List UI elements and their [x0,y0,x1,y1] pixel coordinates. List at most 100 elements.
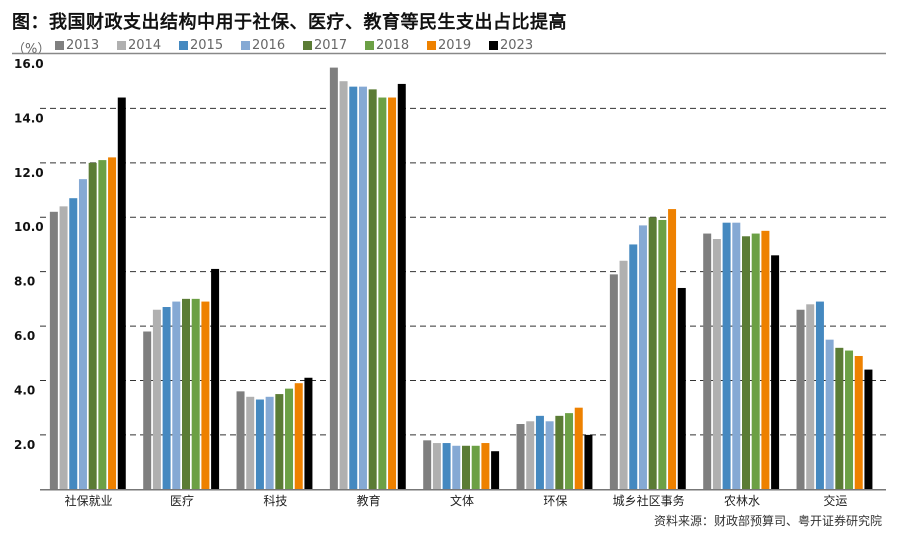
x-tick-label: 农林水 [724,494,760,508]
bar-2013 [423,440,432,490]
x-tick-label: 城乡社区事务 [613,493,685,508]
legend-label: 2014 [128,38,162,53]
bar-2016 [825,339,834,490]
bar-2015 [69,198,78,490]
bar-2019 [854,355,863,490]
bar-2013 [796,309,805,490]
bar-2014 [526,421,535,490]
bar-2015 [535,415,544,490]
legend-item: 2013 [55,38,117,53]
y-tick-label: 4.0 [14,383,35,397]
chart-title: 图：我国财政支出结构中用于社保、医疗、教育等民生支出占比提高 [12,12,567,33]
bar-2013 [609,274,618,490]
legend-swatch [179,41,188,50]
bar-2013 [703,233,712,490]
bar-2016 [452,445,461,490]
legend-item: 2015 [179,38,241,53]
bar-2018 [845,350,854,490]
bar-2013 [143,331,152,490]
bar-2017 [648,217,657,490]
bar-2015 [255,399,264,490]
bar-2019 [201,301,210,490]
bar-2014 [712,239,721,490]
legend-label: 2016 [252,38,286,53]
x-tick-label: 医疗 [170,494,194,508]
x-tick-label: 交运 [823,493,847,508]
x-tick-label: 教育 [357,493,381,508]
bar-2019 [108,157,117,490]
bar-2014 [246,396,255,490]
bar-2018 [751,233,760,490]
y-tick-label: 2.0 [14,438,35,452]
bar-2017 [182,298,190,490]
legend-swatch [427,41,436,50]
bar-2013 [236,391,245,490]
legend-item: 2017 [303,38,365,53]
x-tick-label: 社保就业 [65,493,113,508]
x-tick-label: 科技 [263,494,287,508]
legend-swatch [117,41,126,50]
y-tick-label: 10.0 [14,220,44,234]
source-note: 资料来源：财政部预算司、粤开证券研究院 [653,514,882,528]
bar-2015 [815,301,824,490]
legend-label: 2013 [66,38,100,53]
bar-2023 [117,97,126,490]
bar-2013 [49,211,58,490]
bar-2017 [555,415,564,490]
bar-2016 [545,421,554,490]
bar-2014 [152,309,161,490]
bar-2016 [78,179,87,490]
bar-2016 [638,225,647,490]
y-tick-label: 6.0 [14,329,35,343]
x-tick-label: 环保 [543,494,567,508]
bar-2015 [162,307,171,490]
bar-2023 [771,255,780,490]
bar-2017 [462,445,470,490]
legend-item: 2023 [489,38,551,53]
bar-2016 [732,222,741,490]
bar-2015 [629,244,638,490]
bar-2018 [658,219,667,490]
legend-label: 2023 [500,38,534,53]
bar-2015 [349,86,358,490]
bar-2023 [397,83,406,490]
bar-2016 [172,301,181,490]
legend-swatch [303,41,312,50]
bar-2015 [722,222,731,490]
bar-2017 [275,394,284,490]
bar-2023 [584,434,593,490]
bar-2017 [88,162,97,490]
bar-2014 [59,206,68,490]
bar-2023 [864,369,873,490]
bar-2018 [378,97,387,490]
bar-2023 [304,377,313,490]
bar-2018 [285,388,294,490]
bar-2018 [565,413,574,490]
legend-item: 2018 [365,38,427,53]
legend-label: 2017 [314,38,348,53]
bar-2023 [677,287,686,490]
legend-label: 2018 [376,38,410,53]
bar-2014 [432,443,441,490]
bar-2019 [761,230,770,490]
bar-2019 [388,97,397,490]
legend-swatch [241,41,250,50]
legend-label: 2015 [190,38,224,53]
bar-2019 [294,383,303,490]
x-tick-label: 文体 [450,493,474,508]
bar-2019 [481,443,490,490]
legend-item: 2019 [427,38,489,53]
y-tick-label: 16.0 [14,57,44,71]
bar-2016 [358,86,367,490]
y-tick-label: 12.0 [14,166,44,180]
bar-2017 [742,236,750,490]
bar-2023 [211,268,220,490]
bar-2013 [329,67,338,490]
bar-2016 [265,396,274,490]
bar-2015 [442,443,451,490]
legend-swatch [55,41,64,50]
bar-2013 [516,424,525,490]
y-tick-label: 14.0 [14,111,44,125]
